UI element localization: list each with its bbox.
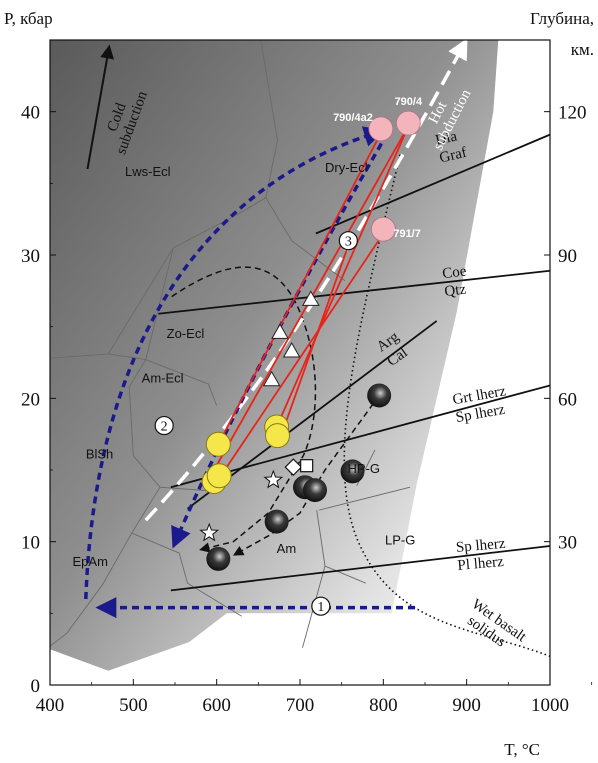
y-tick-right-label-3: 120 bbox=[558, 103, 587, 124]
reaction-lower-0: Graf bbox=[438, 145, 468, 167]
reaction-line-4 bbox=[170, 545, 550, 592]
x-tick-label-3: 700 bbox=[286, 695, 315, 716]
reaction-upper-0: Dia bbox=[434, 128, 459, 149]
dark-point-3 bbox=[303, 478, 327, 503]
dark-point-5 bbox=[206, 546, 231, 571]
x-tick-label-0: 400 bbox=[36, 695, 65, 716]
reaction-line-0 bbox=[315, 133, 550, 235]
blue-arrow-prograde bbox=[84, 126, 386, 600]
facies-field bbox=[50, 40, 499, 671]
pink-point-2 bbox=[370, 216, 396, 242]
cold-subduction-arrow bbox=[86, 44, 115, 170]
star-point-0 bbox=[263, 469, 284, 489]
facies-label-5: EpAm bbox=[73, 554, 108, 569]
facies-label-2: Zo-Ecl bbox=[167, 326, 205, 341]
y-tick-left-label-2: 20 bbox=[21, 389, 40, 410]
circled-number-3-circle bbox=[338, 231, 358, 251]
red-arrow-4 bbox=[275, 240, 351, 447]
reaction-upper-1: Coe bbox=[441, 263, 467, 282]
x-tick-label-6: 1000 bbox=[531, 695, 569, 716]
x-tick-label-5: 900 bbox=[452, 695, 481, 716]
circled-number-2: 2 bbox=[161, 420, 168, 435]
x-tick-label-4: 800 bbox=[369, 695, 398, 716]
red-arrow-0 bbox=[215, 132, 382, 449]
facies-label-6: Am bbox=[277, 541, 297, 556]
yellow-point-0 bbox=[205, 431, 231, 457]
red-arrow-3 bbox=[273, 125, 410, 432]
x-axis-label: T, °C bbox=[504, 740, 540, 759]
facies-boundary-7 bbox=[50, 486, 161, 647]
facies-boundary-5 bbox=[108, 353, 218, 406]
y-axis-label-right-line2: км. bbox=[571, 40, 594, 59]
facies-label-4: BlSh bbox=[86, 447, 113, 462]
reaction-line-3 bbox=[170, 384, 550, 489]
diamond-point bbox=[284, 458, 303, 476]
dark-point-1 bbox=[340, 459, 365, 484]
triangle-point-3 bbox=[262, 370, 281, 387]
circled-number-3: 3 bbox=[345, 235, 352, 250]
facies-boundary-4 bbox=[145, 247, 174, 360]
circled-number-2-circle bbox=[154, 415, 174, 436]
facies-boundary-0 bbox=[50, 40, 172, 170]
pink-point-label-1: 790/4 bbox=[395, 96, 423, 108]
wet-basalt-solidus-line bbox=[343, 154, 550, 658]
y-tick-left-label-1: 10 bbox=[21, 533, 40, 554]
circled-number-1-circle bbox=[311, 596, 331, 616]
x-tick-label-1: 500 bbox=[119, 695, 148, 716]
facies-label-7: HP-G bbox=[348, 461, 381, 476]
facies-boundary-3 bbox=[265, 197, 346, 282]
dashed-path-1 bbox=[171, 266, 317, 553]
facies-boundary-1 bbox=[260, 40, 278, 198]
y-tick-right-label-2: 90 bbox=[558, 246, 577, 267]
dashed-path-2 bbox=[232, 395, 380, 556]
yellow-point-4 bbox=[206, 463, 232, 489]
red-arrow-2 bbox=[216, 232, 385, 482]
pink-point-label-0: 790/4a2 bbox=[333, 112, 373, 124]
facies-boundary-11 bbox=[319, 486, 411, 511]
circled-number-1: 1 bbox=[317, 600, 324, 615]
dark-point-0 bbox=[367, 383, 392, 408]
reaction-upper-4: Sp lherz bbox=[455, 536, 506, 556]
y-axis-label-left: P, кбар bbox=[4, 9, 53, 28]
triangle-point-2 bbox=[282, 342, 301, 358]
square-point bbox=[300, 459, 314, 473]
facies-label-0: Lws-Ecl bbox=[125, 164, 171, 179]
y-tick-left-label-3: 30 bbox=[21, 246, 40, 267]
y-axis-label-right-line1: Глубина, bbox=[530, 9, 594, 28]
triangle-point-1 bbox=[271, 323, 289, 339]
star-point-1 bbox=[199, 522, 220, 542]
facies-label-8: LP-G bbox=[385, 533, 415, 548]
reaction-lower-1: Qtz bbox=[444, 282, 468, 301]
yellow-point-2 bbox=[265, 423, 290, 449]
reaction-line-1 bbox=[158, 269, 550, 315]
reaction-lower-4: Pl lherz bbox=[457, 554, 505, 574]
pink-point-label-2: 791/7 bbox=[393, 228, 421, 240]
facies-boundary-6 bbox=[128, 359, 220, 492]
y-tick-right-label-1: 60 bbox=[558, 389, 577, 410]
triangle-point-0 bbox=[301, 290, 320, 306]
y-tick-left-label-4: 40 bbox=[21, 103, 40, 124]
x-tick-label-2: 600 bbox=[202, 695, 231, 716]
facies-label-1: Dry-Ecl bbox=[325, 160, 368, 175]
pink-point-1 bbox=[395, 110, 421, 136]
y-tick-right-label-0: 30 bbox=[558, 533, 577, 554]
pink-point-0 bbox=[368, 116, 394, 142]
facies-boundary-8 bbox=[131, 532, 242, 617]
y-tick-left-label-0: 0 bbox=[31, 676, 41, 697]
dark-point-4 bbox=[264, 509, 289, 534]
facies-label-3: Am-Ecl bbox=[142, 371, 184, 386]
